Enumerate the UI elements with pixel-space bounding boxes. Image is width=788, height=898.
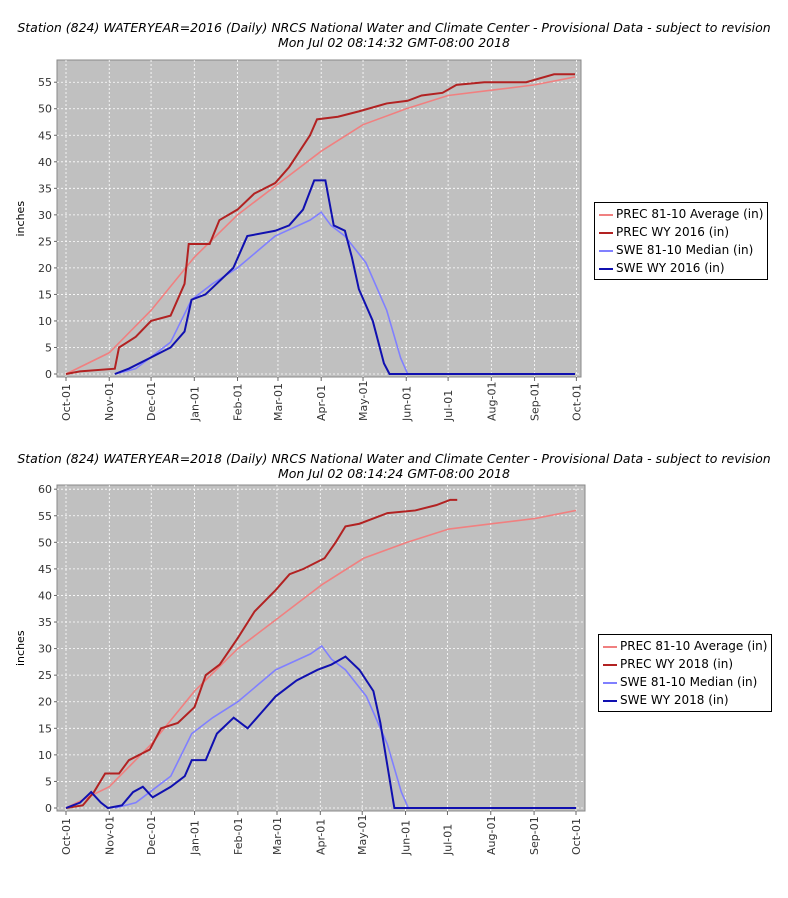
y-axis-label: inches	[14, 630, 27, 666]
legend-label: SWE WY 2016 (in)	[616, 261, 725, 275]
x-tick-label: Jun-01	[400, 820, 413, 856]
x-tick-label: Nov-01	[103, 382, 116, 421]
x-tick-label: May-01	[356, 814, 369, 855]
series-line-2	[114, 644, 576, 809]
legend-swatch	[599, 249, 613, 252]
y-tick-label: 25	[38, 235, 52, 248]
legend-label: PREC 81-10 Average (in)	[620, 639, 768, 653]
y-tick-label: 35	[38, 182, 52, 195]
series-line-1	[65, 498, 458, 809]
legend-swatch	[603, 645, 617, 648]
y-tick-label: 10	[38, 749, 52, 762]
x-tick-label: Feb-01	[232, 818, 245, 855]
legend-item: PREC WY 2018 (in)	[603, 655, 767, 673]
x-tick-label: Nov-01	[103, 816, 116, 855]
y-tick-label: 0	[45, 802, 52, 815]
legend-item: SWE WY 2018 (in)	[603, 691, 767, 709]
x-tick-label: Feb-01	[232, 384, 245, 421]
x-tick-label: Apr-01	[314, 819, 327, 855]
legend-label: PREC WY 2018 (in)	[620, 657, 734, 671]
y-tick-label: 45	[38, 129, 52, 142]
x-tick-label: Dec-01	[145, 816, 158, 855]
legend-item: SWE 81-10 Median (in)	[603, 673, 767, 691]
legend-swatch	[603, 663, 617, 666]
x-tick-label: Oct-01	[60, 818, 73, 855]
y-tick-label: 45	[38, 563, 52, 576]
x-tick-label: Apr-01	[315, 385, 328, 421]
legend-label: SWE 81-10 Median (in)	[616, 243, 754, 257]
series-line-0	[65, 509, 577, 809]
legend-item: SWE 81-10 Median (in)	[599, 241, 763, 259]
series-line-3	[114, 179, 575, 375]
x-tick-label: Jul-01	[441, 824, 454, 856]
y-tick-label: 30	[38, 209, 52, 222]
y-axis-label: inches	[14, 201, 27, 237]
y-tick-label: 5	[45, 341, 52, 354]
y-tick-label: 55	[38, 510, 52, 523]
legend-item: PREC 81-10 Average (in)	[599, 205, 763, 223]
legend-item: SWE WY 2016 (in)	[599, 259, 763, 277]
y-tick-label: 5	[45, 775, 52, 788]
chart-1-legend: PREC 81-10 Average (in) PREC WY 2016 (in)…	[594, 202, 769, 280]
x-tick-label: May-01	[357, 380, 370, 421]
y-tick-label: 50	[38, 536, 52, 549]
legend-item: PREC WY 2016 (in)	[599, 223, 763, 241]
legend-label: SWE 81-10 Median (in)	[620, 675, 758, 689]
y-tick-label: 20	[38, 262, 52, 275]
y-tick-label: 50	[38, 103, 52, 116]
legend-swatch	[599, 267, 613, 270]
legend-swatch	[603, 681, 617, 684]
y-tick-label: 40	[38, 156, 52, 169]
x-tick-label: Sep-01	[528, 816, 541, 855]
chart-1-title: Station (824) WATERYEAR=2016 (Daily) NRC…	[17, 20, 771, 50]
y-tick-label: 20	[38, 696, 52, 709]
x-tick-label: Sep-01	[529, 382, 542, 421]
legend-label: SWE WY 2018 (in)	[620, 693, 729, 707]
y-tick-label: 25	[38, 669, 52, 682]
x-tick-label: Mar-01	[271, 817, 284, 855]
x-tick-label: Mar-01	[272, 383, 285, 421]
y-tick-label: 35	[38, 616, 52, 629]
x-tick-label: Jan-01	[188, 386, 201, 422]
x-tick-label: Jan-01	[189, 820, 202, 856]
chart-2-legend: PREC 81-10 Average (in) PREC WY 2018 (in)…	[598, 634, 773, 712]
series-line-3	[65, 655, 576, 810]
legend-label: PREC WY 2016 (in)	[616, 225, 730, 239]
legend-swatch	[599, 231, 613, 234]
y-tick-label: 60	[38, 483, 52, 496]
series-line-2	[114, 211, 575, 375]
legend-swatch	[599, 213, 613, 216]
series-line-0	[65, 76, 576, 375]
legend-label: PREC 81-10 Average (in)	[616, 207, 764, 221]
legend-swatch	[603, 699, 617, 702]
x-tick-label: Aug-01	[485, 382, 498, 421]
series-line-1	[65, 73, 575, 375]
y-tick-label: 0	[45, 368, 52, 381]
x-tick-label: Jul-01	[442, 390, 455, 422]
y-tick-label: 15	[38, 722, 52, 735]
x-tick-label: Oct-01	[570, 384, 583, 421]
x-tick-label: Jun-01	[400, 386, 413, 422]
y-tick-label: 40	[38, 589, 52, 602]
y-tick-label: 10	[38, 315, 52, 328]
legend-item: PREC 81-10 Average (in)	[603, 637, 767, 655]
plot-area	[56, 484, 586, 812]
x-tick-label: Oct-01	[570, 818, 583, 855]
y-tick-label: 55	[38, 76, 52, 89]
x-tick-label: Dec-01	[145, 382, 158, 421]
x-tick-label: Aug-01	[485, 816, 498, 855]
plot-area	[56, 59, 582, 378]
chart-2-title: Station (824) WATERYEAR=2018 (Daily) NRC…	[17, 451, 771, 481]
y-tick-label: 15	[38, 288, 52, 301]
x-tick-label: Oct-01	[60, 384, 73, 421]
y-tick-label: 30	[38, 643, 52, 656]
